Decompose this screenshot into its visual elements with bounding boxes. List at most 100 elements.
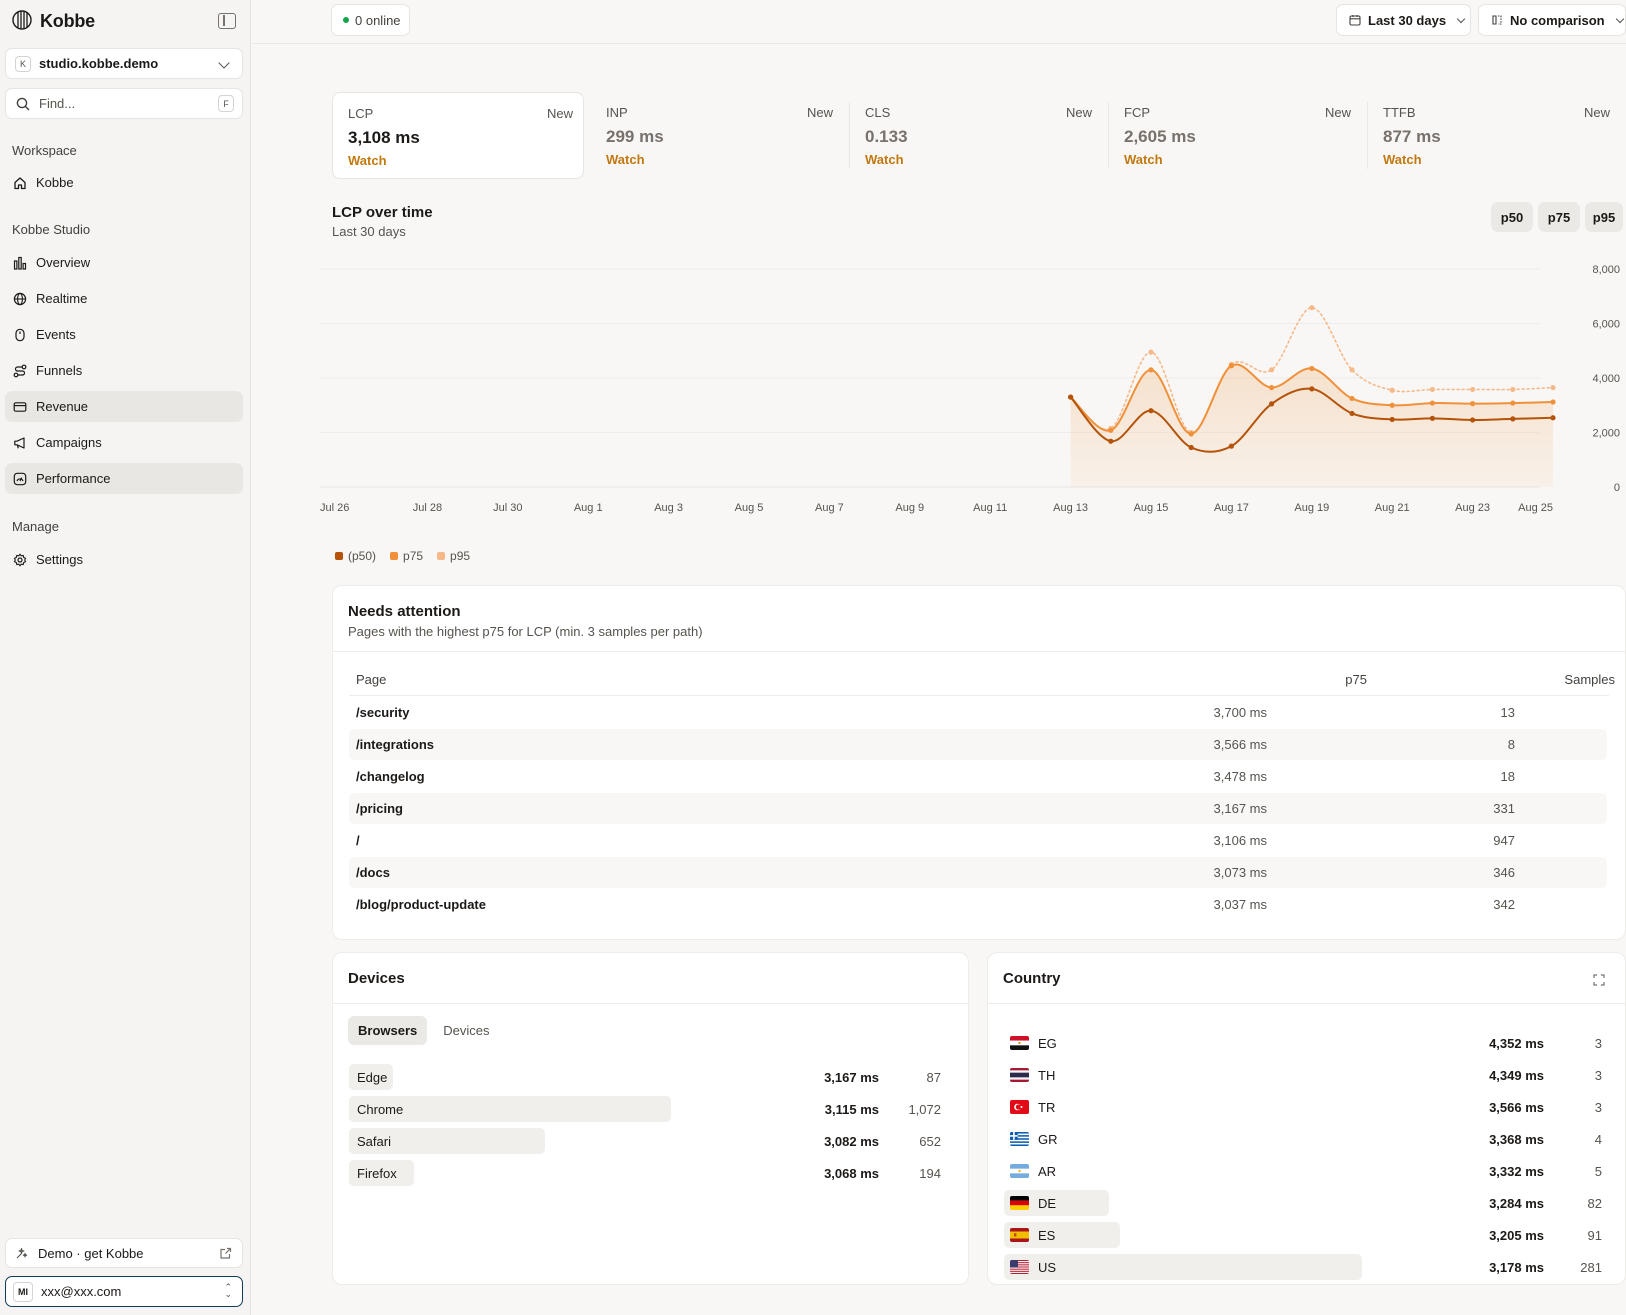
metric-badge: New: [1583, 105, 1610, 120]
metric-name: TTFB: [1383, 105, 1416, 120]
sparkle-icon: [16, 1247, 28, 1258]
data-point: [1429, 386, 1435, 393]
samples-value: 947: [1493, 833, 1515, 848]
online-dot-icon: [343, 17, 349, 23]
p75-value: 3,478 ms: [1213, 769, 1267, 784]
x-tick-label: Jul 30: [493, 502, 522, 514]
y-tick-label: 0: [1614, 482, 1620, 494]
lcp-value: 3,284 ms: [1489, 1196, 1544, 1211]
list-item[interactable]: EG 4,352 ms 3: [1004, 1030, 1606, 1056]
p50-button[interactable]: p50: [1491, 202, 1533, 232]
comparison-selector[interactable]: No comparison: [1478, 4, 1626, 36]
data-point: [1349, 410, 1355, 417]
sidebar-item-revenue[interactable]: Revenue: [5, 391, 243, 422]
table-row[interactable]: /docs 3,073 ms 346: [349, 857, 1607, 888]
tab-devices[interactable]: Devices: [443, 1023, 490, 1038]
table-row[interactable]: /pricing 3,167 ms 331: [349, 793, 1607, 824]
list-item[interactable]: DE 3,284 ms 82: [1004, 1190, 1606, 1216]
sidebar-item-performance[interactable]: Performance: [5, 463, 243, 494]
user-menu[interactable]: MI xxx@xxx.com ⌃ ⌄: [5, 1276, 243, 1307]
page-path: /integrations: [356, 737, 435, 752]
column-header-page[interactable]: Page: [356, 672, 387, 687]
online-count: 0 online: [355, 12, 401, 28]
sidebar-toggle-icon[interactable]: [218, 13, 236, 29]
demo-banner[interactable]: Demo · get Kobbe: [5, 1238, 243, 1268]
section-workspace: Workspace: [12, 143, 77, 158]
list-item[interactable]: Safari 3,082 ms 652: [349, 1128, 945, 1154]
metric-card-ttfb[interactable]: TTFB New 877 ms Watch: [1368, 92, 1620, 179]
sample-count: 91: [1587, 1228, 1602, 1243]
list-item[interactable]: GR 3,368 ms 4: [1004, 1126, 1606, 1152]
list-item[interactable]: Chrome 3,115 ms 1,072: [349, 1096, 945, 1122]
column-header-samples[interactable]: Samples: [1564, 672, 1615, 687]
country-code: AR: [1038, 1164, 1057, 1179]
globe-icon: [13, 292, 27, 306]
sidebar-item-label: Overview: [36, 255, 91, 270]
sidebar-item-label: Kobbe: [36, 175, 74, 190]
sidebar-item-kobbe[interactable]: Kobbe: [5, 167, 243, 198]
card-title: Country: [1003, 970, 1061, 987]
country-code: GR: [1038, 1132, 1058, 1147]
metric-card-fcp[interactable]: FCP New 2,605 ms Watch: [1109, 92, 1361, 179]
list-item[interactable]: TH 4,349 ms 3: [1004, 1062, 1606, 1088]
sidebar-item-events[interactable]: Events: [5, 319, 243, 350]
sidebar-item-funnels[interactable]: Funnels: [5, 355, 243, 386]
brand-name: Kobbe: [40, 10, 95, 31]
column-header-p75[interactable]: p75: [1345, 672, 1367, 687]
x-tick-label: Jul 26: [320, 502, 349, 514]
data-point: [1309, 386, 1315, 392]
lcp-value: 3,082 ms: [824, 1134, 879, 1149]
sidebar-item-realtime[interactable]: Realtime: [5, 283, 243, 314]
data-point: [1429, 415, 1435, 421]
table-row[interactable]: /changelog 3,478 ms 18: [349, 761, 1607, 792]
p75-button[interactable]: p75: [1538, 202, 1580, 232]
metric-card-lcp[interactable]: LCP New 3,108 ms Watch: [332, 92, 584, 179]
sample-count: 3: [1594, 1036, 1602, 1051]
needs-attention-card: Needs attention Pages with the highest p…: [332, 585, 1626, 940]
gauge-icon: [13, 472, 27, 486]
metric-card-inp[interactable]: INP New 299 ms Watch: [591, 92, 843, 179]
browser-name: Firefox: [357, 1166, 397, 1181]
divider: [349, 695, 1609, 696]
metric-card-cls[interactable]: CLS New 0.133 Watch: [850, 92, 1102, 179]
brand[interactable]: Kobbe: [12, 9, 95, 32]
table-row[interactable]: / 3,106 ms 947: [349, 825, 1607, 856]
metric-value: 299 ms: [606, 127, 664, 146]
flag-gr-icon: [1010, 1132, 1029, 1146]
list-item[interactable]: Edge 3,167 ms 87: [349, 1064, 945, 1090]
x-tick-label: Aug 7: [815, 502, 844, 514]
find-box[interactable]: F: [5, 88, 243, 119]
metric-name: INP: [606, 105, 628, 120]
table-row[interactable]: /integrations 3,566 ms 8: [349, 729, 1607, 760]
sidebar-item-overview[interactable]: Overview: [5, 247, 243, 278]
samples-value: 18: [1500, 769, 1515, 784]
data-point: [1148, 408, 1154, 414]
table-row[interactable]: /blog/product-update 3,037 ms 342: [349, 889, 1607, 920]
metric-status: Watch: [606, 152, 645, 167]
site-selector[interactable]: K studio.kobbe.demo: [5, 48, 243, 79]
data-point: [1510, 386, 1516, 393]
p95-button[interactable]: p95: [1585, 202, 1623, 232]
date-range-selector[interactable]: Last 30 days: [1336, 4, 1471, 36]
list-item[interactable]: AR 3,332 ms 5: [1004, 1158, 1606, 1184]
list-item[interactable]: Firefox 3,068 ms 194: [349, 1160, 945, 1186]
lcp-value: 3,167 ms: [824, 1070, 879, 1085]
tab-browsers[interactable]: Browsers: [348, 1016, 428, 1045]
sidebar-item-campaigns[interactable]: Campaigns: [5, 427, 243, 458]
list-item[interactable]: ES 3,205 ms 91: [1004, 1222, 1606, 1248]
chevron-down-icon: [1456, 14, 1466, 23]
list-item[interactable]: TR 3,566 ms 3: [1004, 1094, 1606, 1120]
x-tick-label: Aug 23: [1455, 502, 1490, 514]
data-point: [1550, 415, 1556, 421]
sidebar-item-settings[interactable]: Settings: [5, 544, 243, 575]
data-point: [1389, 416, 1395, 423]
data-point: [1470, 386, 1476, 393]
metric-name: FCP: [1124, 105, 1150, 120]
legend-swatch: [437, 552, 446, 560]
sample-count: 281: [1580, 1260, 1602, 1275]
find-input[interactable]: [39, 96, 209, 111]
expand-icon[interactable]: [1593, 974, 1605, 986]
table-row[interactable]: /security 3,700 ms 13: [349, 697, 1607, 728]
list-item[interactable]: US 3,178 ms 281: [1004, 1254, 1606, 1280]
legend-label: (p50): [348, 549, 377, 563]
